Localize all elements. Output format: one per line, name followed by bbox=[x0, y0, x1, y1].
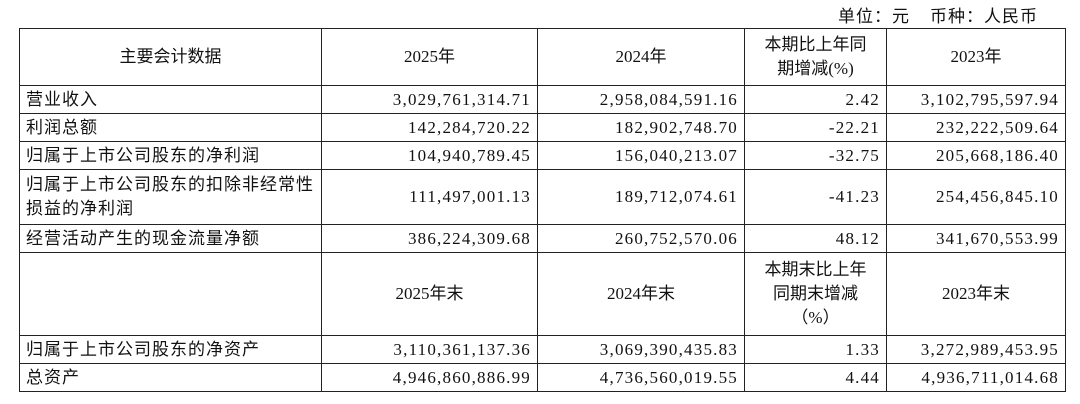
header-row: 主要会计数据 2025年 2024年 本期比上年同期增减(%) 2023年 bbox=[19, 28, 1066, 86]
cell-v2024: 3,069,390,435.83 bbox=[537, 335, 745, 364]
cell-change: -32.75 bbox=[744, 141, 887, 170]
row-label: 经营活动产生的现金流量净额 bbox=[19, 224, 322, 253]
key-accounting-data-table: 主要会计数据 2025年 2024年 本期比上年同期增减(%) 2023年 营业收入 3,0… bbox=[19, 28, 1066, 392]
cell-v2025: 3,110,361,137.36 bbox=[321, 335, 538, 364]
row-label: 归属于上市公司股东的扣除非经常性损益的净利润 bbox=[19, 169, 322, 225]
column-header: 2023年末 bbox=[886, 252, 1066, 336]
cell-change: -22.21 bbox=[744, 113, 887, 142]
cell-v2025: 3,029,761,314.71 bbox=[321, 85, 538, 114]
cell-v2024: 2,958,084,591.16 bbox=[537, 85, 745, 114]
cell-change: 1.33 bbox=[744, 335, 887, 364]
column-header: 2024年末 bbox=[537, 252, 745, 336]
cell-v2023: 4,936,711,014.68 bbox=[886, 363, 1066, 392]
cell-v2023: 3,102,795,597.94 bbox=[886, 85, 1066, 114]
table-row: 营业收入 3,029,761,314.71 2,958,084,591.16 2.42… bbox=[19, 85, 1066, 114]
cell-v2023: 205,668,186.40 bbox=[886, 141, 1066, 170]
column-header: 2024年 bbox=[537, 28, 745, 86]
column-header: 本期比上年同期增减(%) bbox=[744, 28, 887, 86]
table-row: 经营活动产生的现金流量净额 386,224,309.68 260,752,570.0… bbox=[19, 224, 1066, 253]
cell-v2024: 182,902,748.70 bbox=[537, 113, 745, 142]
header-row: 2025年末 2024年末 本期末比上年同期末增减（%） 2023年末 bbox=[19, 252, 1066, 336]
cell-v2025: 111,497,001.13 bbox=[321, 169, 538, 225]
cell-v2024: 4,736,560,019.55 bbox=[537, 363, 745, 392]
cell-v2023: 3,272,989,453.95 bbox=[886, 335, 1066, 364]
cell-v2023: 254,456,845.10 bbox=[886, 169, 1066, 225]
cell-v2024: 189,712,074.61 bbox=[537, 169, 745, 225]
cell-v2025: 386,224,309.68 bbox=[321, 224, 538, 253]
row-label: 利润总额 bbox=[19, 113, 322, 142]
row-label: 归属于上市公司股东的净资产 bbox=[19, 335, 322, 364]
row-label: 总资产 bbox=[19, 363, 322, 392]
cell-change: -41.23 bbox=[744, 169, 887, 225]
cell-v2025: 4,946,860,886.99 bbox=[321, 363, 538, 392]
cell-change: 2.42 bbox=[744, 85, 887, 114]
column-header: 主要会计数据 bbox=[19, 28, 322, 86]
cell-v2023: 341,670,553.99 bbox=[886, 224, 1066, 253]
table-row: 归属于上市公司股东的扣除非经常性损益的净利润 111,497,001.13 189,… bbox=[19, 169, 1066, 225]
cell-change: 48.12 bbox=[744, 224, 887, 253]
row-label: 归属于上市公司股东的净利润 bbox=[19, 141, 322, 170]
column-header: 2025年末 bbox=[321, 252, 538, 336]
cell-v2025: 104,940,789.45 bbox=[321, 141, 538, 170]
cell-v2023: 232,222,509.64 bbox=[886, 113, 1066, 142]
row-label: 营业收入 bbox=[19, 85, 322, 114]
cell-v2024: 260,752,570.06 bbox=[537, 224, 745, 253]
table-row: 归属于上市公司股东的净利润 104,940,789.45 156,040,213.0… bbox=[19, 141, 1066, 170]
cell-change: 4.44 bbox=[744, 363, 887, 392]
column-header: 2025年 bbox=[321, 28, 538, 86]
unit-currency-note: 单位：元 币种：人民币 bbox=[838, 2, 1038, 27]
table-row: 利润总额 142,284,720.22 182,902,748.70 -22.21 23… bbox=[19, 113, 1066, 142]
column-header bbox=[19, 252, 322, 336]
column-header: 2023年 bbox=[886, 28, 1066, 86]
unit-label: 单位：元 bbox=[838, 7, 910, 26]
currency-label: 币种：人民币 bbox=[930, 7, 1038, 26]
table-row: 总资产 4,946,860,886.99 4,736,560,019.55 4.44 4… bbox=[19, 363, 1066, 392]
cell-v2025: 142,284,720.22 bbox=[321, 113, 538, 142]
table-row: 归属于上市公司股东的净资产 3,110,361,137.36 3,069,390,4… bbox=[19, 335, 1066, 364]
cell-v2024: 156,040,213.07 bbox=[537, 141, 745, 170]
column-header: 本期末比上年同期末增减（%） bbox=[744, 252, 887, 336]
